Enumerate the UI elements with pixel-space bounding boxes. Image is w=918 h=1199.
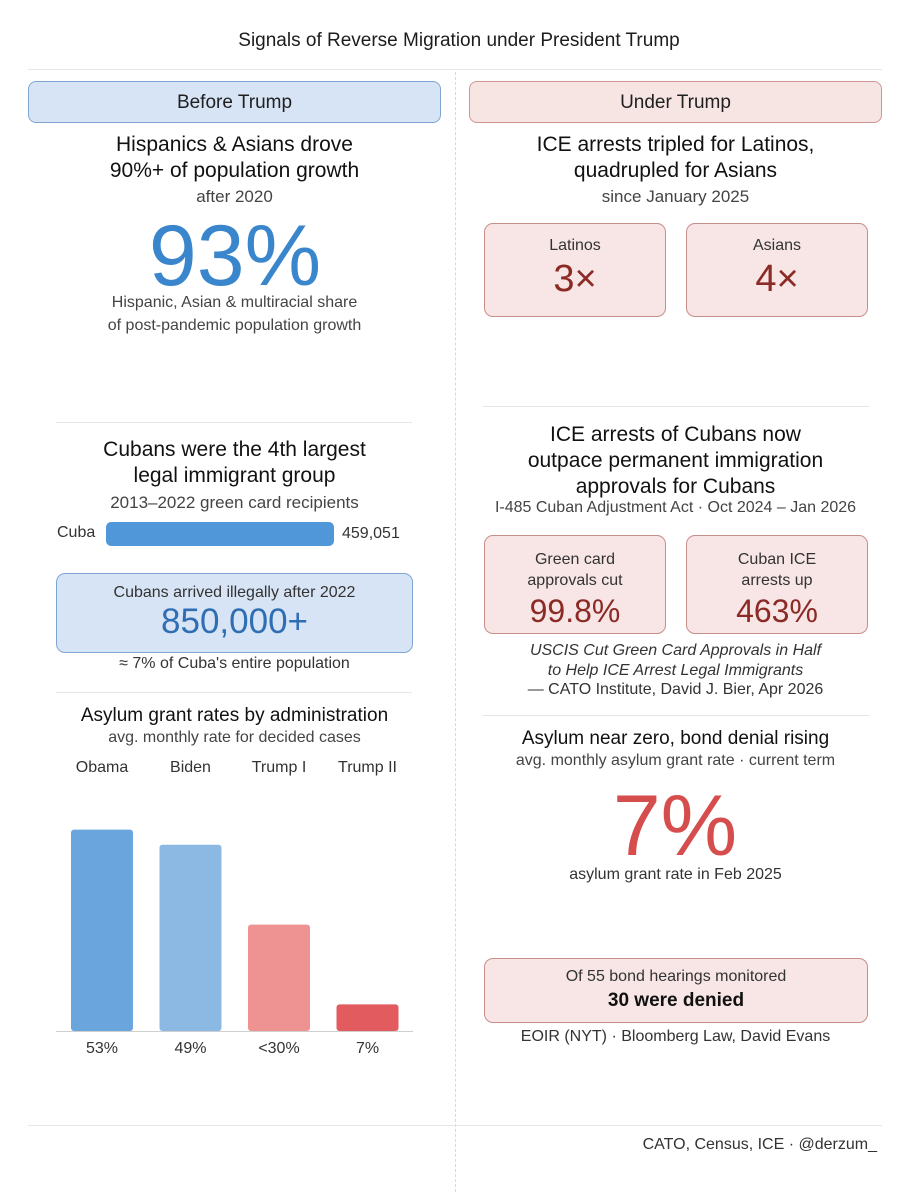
value-label: 49% (174, 1040, 206, 1057)
cuba-bar (106, 522, 334, 546)
asylum-chart-heading: Asylum grant rates by administration (80, 705, 389, 726)
illegal-arrivals-note: ≈ 7% of Cuba's entire population (119, 655, 350, 672)
asylum-zero-heading: Asylum near zero, bond denial rising (521, 728, 830, 749)
cato-quote: USCIS Cut Green Card Approvals in Half t… (469, 641, 882, 681)
category-label: Trump I (252, 759, 307, 776)
latinos-value: 3× (553, 258, 597, 300)
category-label: Trump II (338, 759, 397, 776)
asylum-bar (336, 1004, 399, 1031)
cubans-ice-heading-line1: ICE arrests of Cubans now (550, 423, 801, 446)
right-divider-2 (483, 715, 869, 716)
illegal-arrivals-value: 850,000+ (161, 602, 308, 641)
left-divider-1 (56, 422, 412, 423)
cuba-bar-label: Cuba (57, 524, 96, 541)
asylum-bar (159, 844, 222, 1031)
cubans-ice-heading-line2: outpace permanent immigration (527, 449, 824, 472)
bond-hearings-card: Of 55 bond hearings monitored 30 were de… (484, 958, 868, 1023)
cubans-ice-heading: ICE arrests of Cubans now outpace perman… (469, 422, 882, 500)
green-card-cut-label: Green card approvals cut (485, 549, 665, 591)
asylum-zero-subheading: avg. monthly asylum grant rate · current… (515, 752, 836, 769)
footer-credits: CATO, Census, ICE · @derzum_ (642, 1136, 877, 1153)
cuba-bar-value: 459,051 (342, 525, 400, 542)
footer-divider (28, 1125, 882, 1126)
growth-note-line2: of post-pandemic population growth (107, 317, 362, 334)
cato-quote-line1: USCIS Cut Green Card Approvals in Half (529, 642, 822, 659)
left-divider-2 (56, 692, 412, 693)
asylum-chart-subheading: avg. monthly rate for decided cases (108, 729, 361, 746)
cuban-arrests-label-line1: Cuban ICE (737, 551, 817, 568)
cubans-ice-heading-line3: approvals for Cubans (575, 475, 776, 498)
growth-heading-line2: 90%+ of population growth (109, 159, 360, 182)
growth-heading-line1: Hispanics & Asians drove (116, 133, 353, 156)
cubans-heading: Cubans were the 4th largest legal immigr… (28, 437, 441, 489)
asylum-bar (248, 924, 310, 1031)
illegal-arrivals-card: Cubans arrived illegally after 2022 850,… (56, 573, 413, 653)
asylum-bar-chart: Obama 53% Biden 49% Trump I <30% Trump II 7% (56, 759, 413, 1057)
asylum-big-value: 7% (612, 778, 738, 874)
cuban-arrests-value: 463% (736, 593, 818, 629)
cato-quote-line2: to Help ICE Arrest Legal Immigrants (547, 662, 804, 679)
right-divider-1 (483, 406, 869, 407)
category-label: Biden (170, 759, 211, 776)
asians-card: Asians 4× (686, 223, 868, 317)
ice-heading-line2: quadrupled for Asians (573, 159, 778, 182)
cubans-heading-line1: Cubans were the 4th largest (103, 438, 366, 461)
ice-subheading: since January 2025 (601, 187, 750, 206)
column-separator (455, 72, 456, 1192)
growth-heading: Hispanics & Asians drove 90%+ of populat… (28, 132, 441, 184)
asians-label: Asians (752, 237, 802, 254)
title-divider (28, 69, 882, 70)
bond-hearings-line1: Of 55 bond hearings monitored (565, 968, 787, 985)
ice-heading: ICE arrests tripled for Latinos, quadrup… (469, 132, 882, 184)
cubans-ice-subheading: I-485 Cuban Adjustment Act · Oct 2024 – … (494, 499, 857, 516)
page-title: Signals of Reverse Migration under Presi… (238, 30, 680, 51)
growth-big-value: 93% (148, 208, 322, 304)
cuban-arrests-label-line2: arrests up (741, 572, 813, 589)
cuban-arrests-label: Cuban ICE arrests up (687, 549, 867, 591)
latinos-label: Latinos (549, 237, 601, 254)
growth-subheading: after 2020 (196, 187, 273, 206)
green-card-cut-value: 99.8% (529, 593, 621, 629)
value-label: 53% (86, 1040, 118, 1057)
cubans-heading-line2: legal immigrant group (133, 464, 336, 487)
before-trump-header: Before Trump (28, 81, 441, 123)
green-card-cut-card: Green card approvals cut 99.8% (484, 535, 666, 634)
growth-note-line1: Hispanic, Asian & multiracial share (111, 294, 358, 311)
cubans-subheading: 2013–2022 green card recipients (110, 493, 359, 512)
ice-heading-line1: ICE arrests tripled for Latinos, (536, 133, 815, 156)
asylum-source: EOIR (NYT) · Bloomberg Law, David Evans (520, 1028, 831, 1045)
asylum-bar (71, 829, 133, 1031)
value-label: <30% (258, 1040, 299, 1057)
green-card-cut-label-line1: Green card (534, 551, 616, 568)
category-label: Obama (76, 759, 129, 776)
value-label: 7% (356, 1040, 379, 1057)
latinos-card: Latinos 3× (484, 223, 666, 317)
illegal-arrivals-label: Cubans arrived illegally after 2022 (113, 584, 356, 601)
cuban-arrests-card: Cuban ICE arrests up 463% (686, 535, 868, 634)
asylum-big-note: asylum grant rate in Feb 2025 (569, 866, 782, 883)
bond-hearings-line2: 30 were denied (607, 990, 745, 1011)
green-card-cut-label-line2: approvals cut (527, 572, 623, 589)
growth-note: Hispanic, Asian & multiracial share of p… (28, 291, 441, 337)
asians-value: 4× (755, 258, 799, 300)
under-trump-header: Under Trump (469, 81, 882, 123)
cato-quote-source: — CATO Institute, David J. Bier, Apr 202… (527, 681, 824, 698)
